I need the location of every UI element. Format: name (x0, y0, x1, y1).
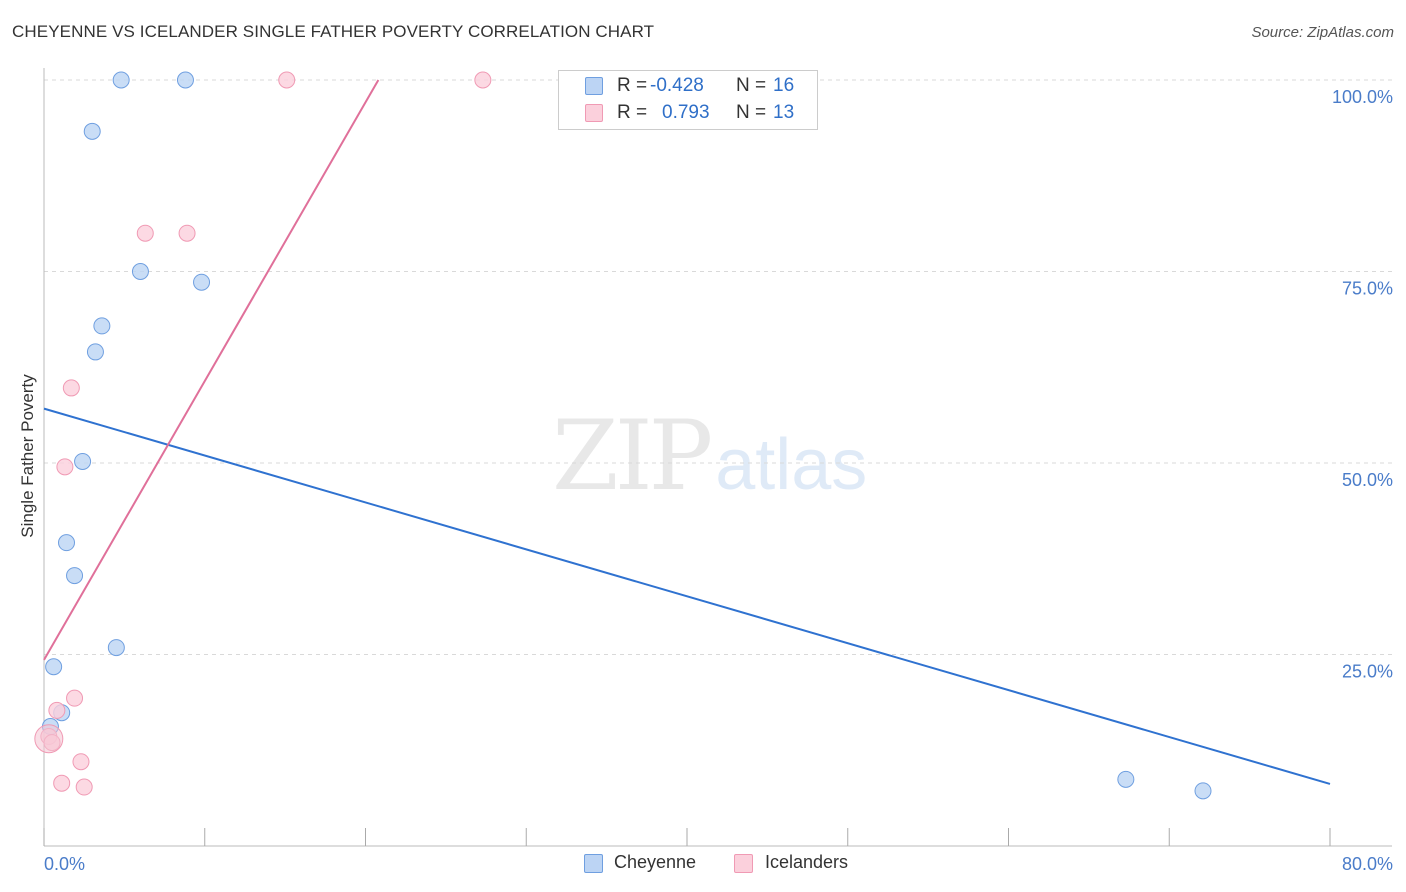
legend-r-value: 0.793 (662, 102, 710, 123)
trend-lines (43, 79, 1331, 785)
legend-n-label: N = (736, 75, 767, 96)
icelanders-point (62, 379, 80, 397)
legend-row-cheyenne: R = -0.428 N = 16 (559, 73, 817, 100)
cheyenne-point (45, 658, 63, 676)
cheyenne-trend-line (43, 407, 1331, 785)
y-tick-label: 50.0% (1342, 470, 1393, 490)
cheyenne-point (1194, 782, 1212, 800)
icelanders-point (53, 774, 71, 792)
icelanders-legend-swatch (734, 854, 753, 873)
watermark: ZIPatlas (552, 400, 867, 512)
icelanders-trend-line (43, 79, 380, 661)
source-credit: Source: ZipAtlas.com (1251, 24, 1394, 41)
legend-r-label: R = (617, 102, 648, 123)
chart-title: CHEYENNE VS ICELANDER SINGLE FATHER POVE… (12, 22, 655, 41)
icelanders-point (56, 458, 74, 476)
icelanders-point (48, 701, 66, 719)
cheyenne-point (58, 534, 76, 552)
cheyenne-point (86, 343, 104, 361)
cheyenne-point (112, 71, 130, 89)
cheyenne-legend-label: Cheyenne (614, 852, 697, 872)
icelanders-swatch (585, 104, 603, 122)
icelanders-cluster-point (34, 724, 64, 754)
icelanders-point (474, 71, 492, 89)
axes (43, 68, 1392, 847)
icelanders-legend-label: Icelanders (765, 852, 849, 872)
watermark-atlas: atlas (715, 425, 868, 505)
legend-r-value: -0.428 (650, 75, 704, 96)
stats-legend: R = -0.428 N = 16 R = 0.793 N = 13 (558, 70, 818, 130)
cheyenne-legend-swatch (584, 854, 603, 873)
x-tick-label-min: 0.0% (44, 854, 85, 874)
tick-labels: 25.0% 50.0% 75.0% 100.0% 0.0% 80.0% (44, 87, 1393, 874)
gridlines (44, 79, 1392, 655)
legend-row-icelanders: R = 0.793 N = 13 (559, 100, 817, 127)
legend-n-value: 16 (773, 75, 795, 96)
cheyenne-point (93, 317, 111, 335)
cheyenne-swatch (585, 77, 603, 95)
legend-n-value: 13 (773, 102, 795, 123)
icelanders-point (178, 224, 196, 242)
y-tick-label: 25.0% (1342, 662, 1393, 682)
icelanders-point (72, 753, 90, 771)
legend-r-label: R = (617, 75, 648, 96)
y-tick-label: 100.0% (1332, 87, 1393, 107)
data-points (34, 71, 1212, 800)
x-tick-label-max: 80.0% (1342, 854, 1393, 874)
cheyenne-point (83, 122, 101, 140)
icelanders-point (136, 224, 154, 242)
y-tick-label: 75.0% (1342, 279, 1393, 299)
icelanders-point (66, 689, 84, 707)
cheyenne-point (66, 567, 84, 585)
cheyenne-point (131, 263, 149, 280)
icelanders-point (278, 71, 296, 89)
legend-n-label: N = (736, 102, 767, 123)
cheyenne-point (107, 639, 125, 657)
cheyenne-point (74, 452, 92, 470)
watermark-zip: ZIP (552, 400, 713, 512)
cheyenne-point (1117, 770, 1135, 788)
icelanders-point (75, 778, 93, 796)
cheyenne-point (193, 273, 211, 291)
cheyenne-point (176, 71, 194, 89)
